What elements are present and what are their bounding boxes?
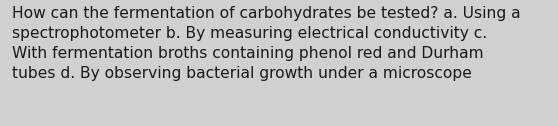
Text: How can the fermentation of carbohydrates be tested? a. Using a
spectrophotomete: How can the fermentation of carbohydrate… bbox=[12, 6, 521, 81]
